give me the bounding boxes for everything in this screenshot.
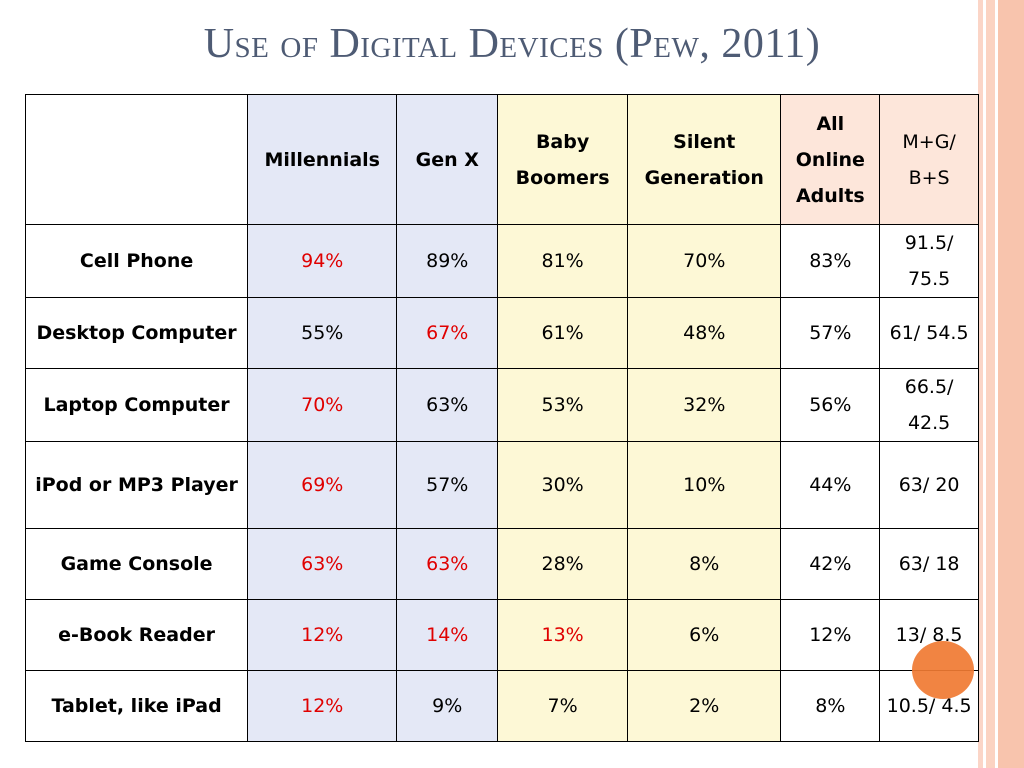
cell-baby-boomers: 81% (497, 224, 629, 298)
cell-all-online-adults: 56% (780, 368, 881, 442)
row-device-label: iPod or MP3 Player (24, 441, 249, 529)
cell-silent-generation: 6% (627, 599, 782, 671)
cell-ratio: 91.5/ 75.5 (879, 224, 979, 298)
cell-ratio: 63/ 20 (879, 441, 979, 529)
table-row: e-Book Reader 12% 14% 13% 6% 12% 13/ 8.5 (24, 599, 979, 671)
table-body: Cell Phone 94% 89% 81% 70% 83% 91.5/ 75.5 Deskt… (24, 224, 979, 742)
cell-baby-boomers: 13% (497, 599, 629, 671)
cell-millennials: 63% (247, 528, 398, 600)
header-millennials: Millennials (247, 94, 398, 225)
cell-all-online-adults: 8% (780, 670, 881, 742)
cell-gen-x: 14% (396, 599, 499, 671)
cell-silent-generation: 10% (627, 441, 782, 529)
devices-table: Millennials Gen X Baby Boomers Silent Ge… (24, 94, 979, 742)
table-row: Cell Phone 94% 89% 81% 70% 83% 91.5/ 75.5 (24, 224, 979, 298)
cell-baby-boomers: 53% (497, 368, 629, 442)
table-row: iPod or MP3 Player 69% 57% 30% 10% 44% 63/ 20 (24, 441, 979, 529)
cell-all-online-adults: 12% (780, 599, 881, 671)
cell-all-online-adults: 57% (780, 297, 881, 369)
row-device-label: Tablet, like iPad (24, 670, 249, 742)
cell-baby-boomers: 7% (497, 670, 629, 742)
header-baby-boomers: Baby Boomers (497, 94, 629, 225)
cell-millennials: 55% (247, 297, 398, 369)
table-row: Game Console 63% 63% 28% 8% 42% 63/ 18 (24, 528, 979, 600)
cell-ratio: 63/ 18 (879, 528, 979, 600)
table-row: Desktop Computer 55% 67% 61% 48% 57% 61/ 54.5 (24, 297, 979, 369)
cell-silent-generation: 2% (627, 670, 782, 742)
cell-millennials: 69% (247, 441, 398, 529)
cell-baby-boomers: 28% (497, 528, 629, 600)
header-empty-cell (24, 94, 249, 225)
header-silent-generation: Silent Generation (627, 94, 782, 225)
slide-title: Use of Digital Devices (Pew, 2011) (203, 21, 821, 67)
cell-baby-boomers: 30% (497, 441, 629, 529)
cursor-highlight-marker (912, 641, 974, 699)
decorative-side-stripes (978, 0, 1024, 768)
header-row: Millennials Gen X Baby Boomers Silent Ge… (24, 94, 979, 225)
row-device-label: Laptop Computer (24, 368, 249, 442)
cell-gen-x: 63% (396, 368, 499, 442)
cell-millennials: 94% (247, 224, 398, 298)
cell-silent-generation: 48% (627, 297, 782, 369)
cell-silent-generation: 70% (627, 224, 782, 298)
cell-gen-x: 57% (396, 441, 499, 529)
cell-ratio: 61/ 54.5 (879, 297, 979, 369)
cell-all-online-adults: 83% (780, 224, 881, 298)
row-device-label: e-Book Reader (24, 599, 249, 671)
header-gen-x: Gen X (396, 94, 499, 225)
cell-gen-x: 89% (396, 224, 499, 298)
header-all-online-adults: All Online Adults (780, 94, 881, 225)
table-row: Laptop Computer 70% 63% 53% 32% 56% 66.5/ 42.5 (24, 368, 979, 442)
cell-millennials: 70% (247, 368, 398, 442)
cell-gen-x: 63% (396, 528, 499, 600)
cell-baby-boomers: 61% (497, 297, 629, 369)
cell-silent-generation: 32% (627, 368, 782, 442)
cell-gen-x: 67% (396, 297, 499, 369)
cell-millennials: 12% (247, 670, 398, 742)
cell-silent-generation: 8% (627, 528, 782, 600)
row-device-label: Cell Phone (24, 224, 249, 298)
cell-gen-x: 9% (396, 670, 499, 742)
cell-millennials: 12% (247, 599, 398, 671)
cell-all-online-adults: 42% (780, 528, 881, 600)
row-device-label: Game Console (24, 528, 249, 600)
table-row: Tablet, like iPad 12% 9% 7% 2% 8% 10.5/ 4.5 (24, 670, 979, 742)
cell-ratio: 66.5/ 42.5 (879, 368, 979, 442)
cell-all-online-adults: 44% (780, 441, 881, 529)
row-device-label: Desktop Computer (24, 297, 249, 369)
header-ratio: M+G/ B+S (879, 94, 979, 225)
